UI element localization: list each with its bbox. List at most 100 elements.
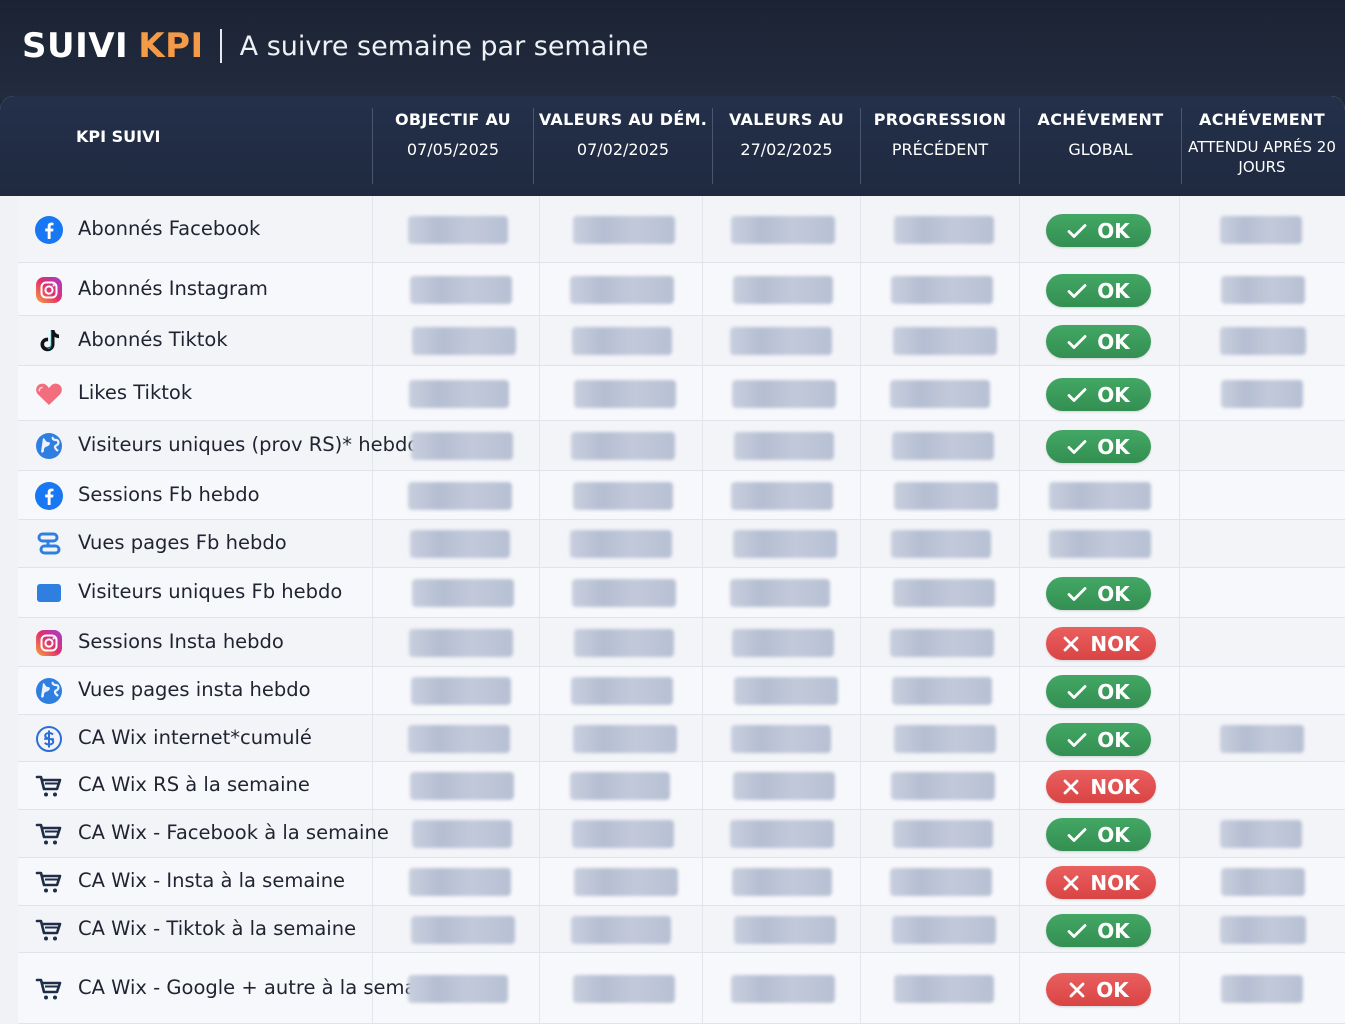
column-header-achevement-global[interactable]: ACHÉVEMENT GLOBAL	[1020, 96, 1181, 196]
table-row[interactable]: Visiteurs uniques Fb hebdo OK	[18, 568, 1345, 618]
redacted-value	[892, 677, 992, 705]
redacted-value	[733, 530, 837, 558]
cart-icon	[34, 867, 64, 897]
column-divider	[1019, 263, 1020, 316]
status-text: OK	[1097, 727, 1130, 752]
redacted-value	[890, 868, 992, 896]
table-row[interactable]: Sessions Insta hebdo NOK	[18, 618, 1345, 667]
column-divider	[1179, 906, 1180, 953]
redacted-value	[731, 975, 835, 1003]
table-row[interactable]: CA Wix RS à la semaine NOK	[18, 762, 1345, 810]
column-divider	[1179, 471, 1180, 520]
column-divider	[539, 196, 540, 263]
redacted-value	[732, 868, 832, 896]
table-row[interactable]: Sessions Fb hebdo	[18, 471, 1345, 520]
table-row[interactable]: CA Wix internet*cumulé OK	[18, 715, 1345, 762]
column-divider	[372, 953, 373, 1024]
kpi-label: Visiteurs uniques (prov RS)* hebdo	[78, 433, 420, 456]
column-divider	[539, 366, 540, 421]
column-header-objectif[interactable]: OBJECTIF AU 07/05/2025	[373, 96, 533, 196]
table-row[interactable]: Vues pages Fb hebdo	[18, 520, 1345, 568]
table-row[interactable]: Abonnés Tiktok OK	[18, 316, 1345, 366]
column-divider	[1019, 715, 1020, 762]
table-row[interactable]: Visiteurs uniques (prov RS)* hebdo OK	[18, 421, 1345, 471]
title-kpi: KPI	[138, 26, 204, 66]
redacted-value	[410, 772, 514, 800]
column-divider	[1179, 263, 1180, 316]
column-divider	[539, 762, 540, 810]
status-badge-ok: OK	[1046, 577, 1151, 610]
column-divider	[1019, 520, 1020, 568]
redacted-value	[409, 380, 509, 408]
header-divider	[372, 108, 373, 184]
redacted-value	[412, 579, 514, 607]
header-divider	[1181, 108, 1182, 184]
column-header-progression-line1: PROGRESSION	[873, 110, 1007, 129]
status-badge-nok: NOK	[1046, 627, 1156, 660]
redacted-value	[570, 530, 672, 558]
redacted-value	[733, 772, 835, 800]
status-badge-ok: OK	[1046, 378, 1151, 411]
column-header-achevement-attendu[interactable]: ACHÉVEMENT ATTENDU APRÉS 20 JOURS	[1182, 96, 1342, 196]
column-divider	[372, 316, 373, 366]
kpi-label: Visiteurs uniques Fb hebdo	[78, 580, 343, 603]
column-divider	[860, 810, 861, 858]
column-divider	[1179, 953, 1180, 1024]
table-row[interactable]: Abonnés Instagram OK	[18, 263, 1345, 316]
redacted-status	[1049, 482, 1151, 510]
redacted-value	[890, 380, 990, 408]
header-divider	[1019, 108, 1020, 184]
column-divider	[860, 762, 861, 810]
column-divider	[1019, 196, 1020, 263]
redacted-value	[730, 327, 832, 355]
redacted-value	[890, 629, 994, 657]
column-divider	[539, 810, 540, 858]
table-row[interactable]: CA Wix - Facebook à la semaine OK	[18, 810, 1345, 858]
column-divider	[1179, 316, 1180, 366]
column-header-valeurs-dem[interactable]: VALEURS AU DÉM. 07/02/2025	[534, 96, 712, 196]
table-row[interactable]: CA Wix - Google + autre à la semaine OK	[18, 953, 1345, 1024]
instagram-icon	[34, 275, 64, 305]
table-row[interactable]: Likes Tiktok OK	[18, 366, 1345, 421]
column-header-kpi[interactable]: KPI SUIVI	[0, 96, 372, 196]
status-text: OK	[1097, 918, 1130, 943]
table-row[interactable]: CA Wix - Insta à la semaine NOK	[18, 858, 1345, 906]
redacted-expected	[1220, 327, 1306, 355]
table-row[interactable]: CA Wix - Tiktok à la semaine OK	[18, 906, 1345, 953]
column-divider	[1179, 421, 1180, 471]
redacted-status	[1049, 530, 1151, 558]
column-header-valeurs-au[interactable]: VALEURS AU 27/02/2025	[713, 96, 860, 196]
status-badge-ok: OK	[1046, 430, 1151, 463]
kpi-label: Vues pages Fb hebdo	[78, 531, 287, 554]
title-divider	[219, 29, 222, 63]
kpi-label: CA Wix internet*cumulé	[78, 726, 312, 749]
column-divider	[702, 715, 703, 762]
header-divider	[860, 108, 861, 184]
column-header-progression[interactable]: PROGRESSION PRÉCÉDENT	[861, 96, 1019, 196]
redacted-value	[572, 820, 674, 848]
column-divider	[539, 715, 540, 762]
status-text: OK	[1097, 218, 1130, 243]
redacted-value	[409, 868, 511, 896]
column-divider	[702, 618, 703, 667]
column-divider	[860, 858, 861, 906]
facebook-icon	[34, 215, 64, 245]
redacted-value	[573, 216, 675, 244]
column-divider	[702, 667, 703, 715]
column-header-objectif-line1: OBJECTIF AU	[395, 110, 511, 129]
column-divider	[860, 520, 861, 568]
column-divider	[702, 906, 703, 953]
table-row[interactable]: Vues pages insta hebdo OK	[18, 667, 1345, 715]
check-icon	[1067, 223, 1087, 239]
column-divider	[372, 568, 373, 618]
header-divider	[533, 108, 534, 184]
table-row[interactable]: Abonnés Facebook OK	[18, 196, 1345, 263]
redacted-value	[412, 327, 516, 355]
column-divider	[372, 810, 373, 858]
redacted-expected	[1220, 916, 1306, 944]
redacted-value	[408, 216, 508, 244]
column-divider	[702, 858, 703, 906]
check-icon	[1067, 334, 1087, 350]
column-divider	[1019, 471, 1020, 520]
column-divider	[702, 953, 703, 1024]
